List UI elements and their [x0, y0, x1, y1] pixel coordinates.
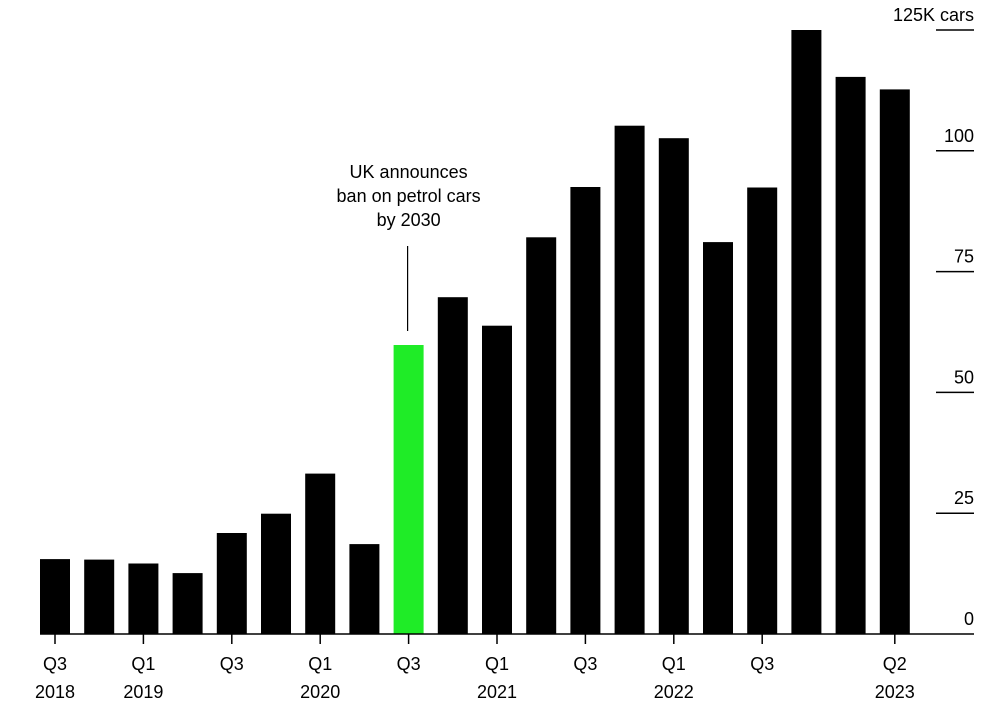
annotation-text-line: UK announces — [350, 162, 468, 182]
x-tick-label-year: 2022 — [654, 682, 694, 702]
x-tick-label-quarter: Q3 — [573, 654, 597, 674]
bar — [172, 573, 203, 634]
bar — [437, 297, 468, 634]
y-tick-label: 0 — [964, 609, 974, 629]
bar — [216, 533, 247, 634]
bar — [570, 187, 601, 634]
y-tick-label: 100 — [944, 126, 974, 146]
bars-group — [40, 30, 910, 635]
y-tick-label: 75 — [954, 247, 974, 267]
bar — [835, 76, 866, 634]
x-axis: Q3 2018 Q1 2019 Q3 Q1 2020 Q3 Q1 2021 Q3 Q1 2022 Q3 Q2… — [35, 634, 915, 702]
bar — [791, 30, 822, 634]
annotation-text-line: ban on petrol cars — [337, 186, 481, 206]
y-tick-label: 125K cars — [893, 5, 974, 25]
x-tick-label-quarter: Q3 — [750, 654, 774, 674]
bar — [526, 237, 557, 635]
bar-highlighted — [393, 345, 424, 634]
bar — [261, 513, 291, 634]
bar — [747, 187, 778, 634]
x-tick-label-year: 2020 — [300, 682, 340, 702]
x-tick-label-quarter: Q3 — [43, 654, 67, 674]
y-tick-label: 50 — [954, 367, 974, 387]
bar — [658, 138, 689, 634]
x-tick-label-quarter: Q1 — [308, 654, 332, 674]
x-tick-label-quarter: Q2 — [883, 654, 907, 674]
bar — [305, 473, 336, 634]
y-axis: 0 25 50 75 100 125K cars — [893, 5, 974, 629]
x-tick-label-quarter: Q1 — [131, 654, 155, 674]
bar — [128, 563, 159, 634]
x-tick-label-year: 2018 — [35, 682, 75, 702]
x-tick-label-year: 2023 — [875, 682, 915, 702]
bar — [614, 125, 645, 634]
x-tick-label-year: 2021 — [477, 682, 517, 702]
x-tick-label-quarter: Q1 — [485, 654, 509, 674]
x-tick-label-quarter: Q1 — [662, 654, 686, 674]
x-tick-label-quarter: Q3 — [220, 654, 244, 674]
x-tick-label-quarter: Q3 — [397, 654, 421, 674]
annotation: UK announces ban on petrol cars by 2030 — [337, 162, 481, 331]
bar — [40, 559, 70, 634]
bar — [349, 544, 380, 634]
y-tick-label: 25 — [954, 488, 974, 508]
bar — [482, 325, 512, 634]
bar — [703, 242, 733, 634]
bar — [879, 89, 910, 634]
annotation-text-line: by 2030 — [377, 210, 441, 230]
bar — [84, 559, 115, 634]
x-tick-label-year: 2019 — [123, 682, 163, 702]
